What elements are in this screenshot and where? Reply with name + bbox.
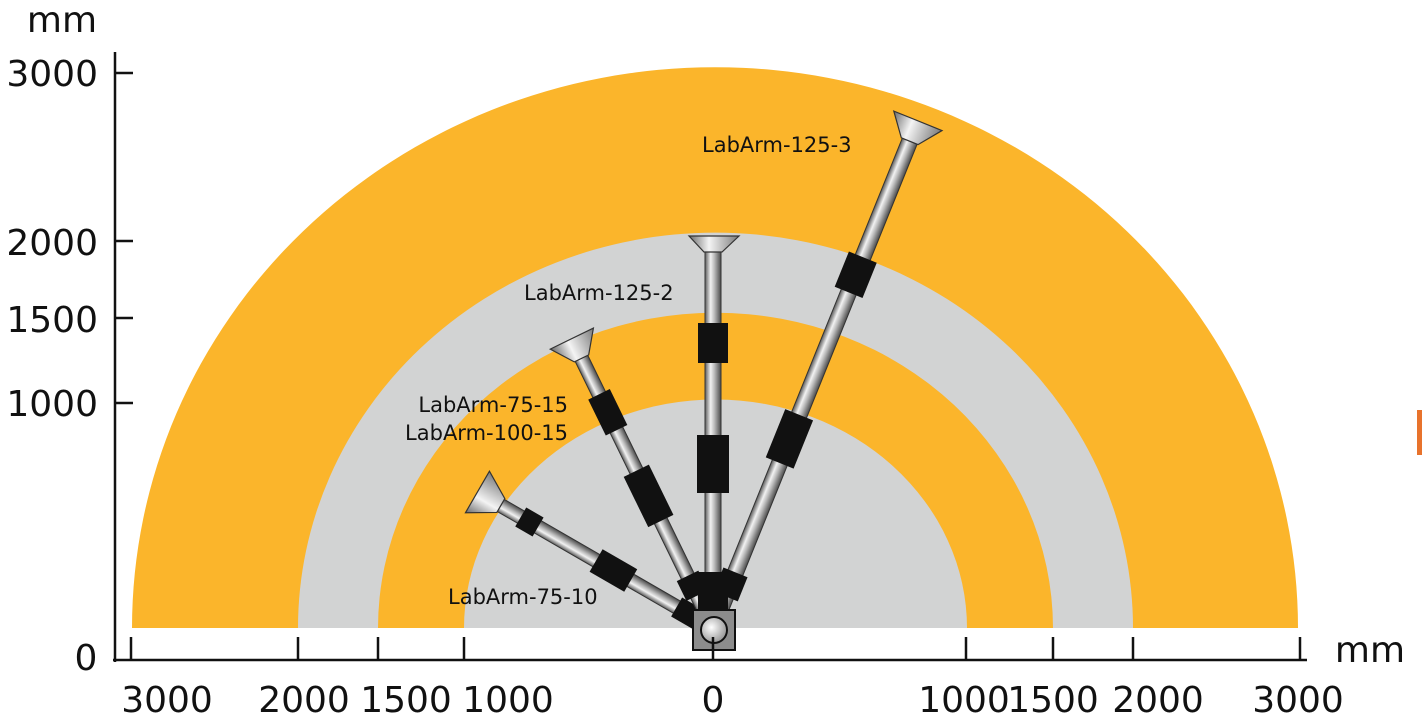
x-tick-label: 1000 [918,680,1010,721]
arm-labarm-75-10 [464,470,712,632]
arm-end-cone [548,327,595,363]
arm-joint [515,507,544,537]
arm-joint [697,435,729,493]
y-origin-label: 0 [75,638,98,679]
arm-base [692,609,736,651]
x-tick-label: 1000 [462,680,554,721]
y-tick-label-2000: 2000 [6,223,98,264]
arm-joint [834,251,877,298]
arm-joint [698,572,728,614]
arm-label-labarm-75-15: LabArm-75-15 [418,393,568,417]
arm-end-cone [687,235,741,253]
arm-end-cone [464,470,506,514]
x-tick-label: 2000 [258,680,350,721]
y-tick-label-3000: 3000 [6,54,98,95]
x-tick-label: 3000 [1252,680,1344,721]
arm-end-cone [892,110,944,146]
arm-label-labarm-75-10: LabArm-75-10 [448,585,598,609]
arm-joint [698,323,728,363]
x-tick-label: 1500 [360,680,452,721]
arm-joint [623,464,674,528]
y-tick-label-1000: 1000 [6,384,98,425]
arm-label-labarm-125-2: LabArm-125-2 [524,281,674,305]
edge-accent-mark [1417,410,1422,455]
arm-label-labarm-125-3: LabArm-125-3 [702,133,852,157]
arm-label-labarm-100-15: LabArm-100-15 [405,421,568,445]
x-tick-label: 3000 [121,680,213,721]
arm-joint [588,389,628,436]
x-tick-label: 2000 [1112,680,1204,721]
x-tick-label: 0 [702,680,725,721]
y-tick-label-1500: 1500 [6,300,98,341]
x-axis-unit: mm [1335,630,1405,671]
arm-joint [765,409,814,469]
arm-joint [589,549,638,592]
x-tick-label: 1500 [1007,680,1099,721]
arm-labarm-125-2 [687,235,741,614]
y-axis-unit: mm [27,0,97,41]
